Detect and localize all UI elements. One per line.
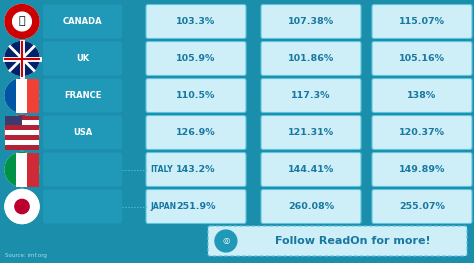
Text: UK: UK [76, 54, 89, 63]
FancyBboxPatch shape [5, 115, 39, 120]
Circle shape [15, 199, 29, 214]
Text: 143.2%: 143.2% [176, 165, 216, 174]
FancyBboxPatch shape [146, 115, 246, 149]
FancyBboxPatch shape [372, 42, 472, 75]
Circle shape [5, 153, 39, 186]
FancyBboxPatch shape [146, 42, 246, 75]
FancyBboxPatch shape [146, 78, 246, 113]
FancyBboxPatch shape [261, 115, 361, 149]
Text: 🍁: 🍁 [18, 17, 25, 27]
FancyBboxPatch shape [5, 120, 39, 125]
Text: 115.07%: 115.07% [399, 17, 445, 26]
FancyBboxPatch shape [43, 78, 122, 113]
Text: 149.89%: 149.89% [399, 165, 445, 174]
Text: 260.08%: 260.08% [288, 202, 334, 211]
FancyBboxPatch shape [5, 125, 39, 130]
Text: Follow ReadOn for more!: Follow ReadOn for more! [274, 236, 430, 246]
Text: 103.3%: 103.3% [176, 17, 216, 26]
FancyBboxPatch shape [372, 190, 472, 224]
Text: CANADA: CANADA [63, 17, 102, 26]
FancyBboxPatch shape [261, 42, 361, 75]
FancyBboxPatch shape [43, 153, 122, 186]
FancyBboxPatch shape [372, 78, 472, 113]
Circle shape [5, 190, 39, 224]
FancyBboxPatch shape [261, 190, 361, 224]
FancyBboxPatch shape [372, 153, 472, 186]
FancyBboxPatch shape [261, 4, 361, 38]
Text: 105.9%: 105.9% [176, 54, 216, 63]
Circle shape [5, 190, 39, 224]
FancyBboxPatch shape [261, 78, 361, 113]
Text: 101.86%: 101.86% [288, 54, 334, 63]
FancyBboxPatch shape [372, 4, 472, 38]
Circle shape [215, 230, 237, 252]
Text: 121.31%: 121.31% [288, 128, 334, 137]
Text: 144.41%: 144.41% [288, 165, 334, 174]
FancyBboxPatch shape [43, 4, 122, 38]
Text: 107.38%: 107.38% [288, 17, 334, 26]
FancyBboxPatch shape [17, 153, 27, 186]
Wedge shape [5, 4, 22, 38]
FancyBboxPatch shape [43, 42, 122, 75]
FancyBboxPatch shape [208, 226, 467, 256]
Text: 120.37%: 120.37% [399, 128, 445, 137]
FancyBboxPatch shape [146, 4, 246, 38]
FancyBboxPatch shape [261, 153, 361, 186]
Text: 251.9%: 251.9% [176, 202, 216, 211]
Circle shape [5, 4, 39, 38]
FancyBboxPatch shape [5, 115, 22, 125]
FancyBboxPatch shape [5, 140, 39, 145]
Text: 117.3%: 117.3% [291, 91, 331, 100]
FancyBboxPatch shape [146, 190, 246, 224]
Circle shape [5, 42, 39, 75]
FancyBboxPatch shape [27, 153, 39, 186]
Text: ITALY: ITALY [150, 165, 173, 174]
Circle shape [5, 153, 39, 186]
Text: ◎: ◎ [222, 236, 229, 245]
Circle shape [5, 115, 39, 149]
Circle shape [5, 42, 39, 75]
FancyBboxPatch shape [43, 190, 122, 224]
FancyBboxPatch shape [5, 135, 39, 140]
Text: 126.9%: 126.9% [176, 128, 216, 137]
FancyBboxPatch shape [146, 153, 246, 186]
Circle shape [5, 115, 39, 149]
Text: 105.16%: 105.16% [399, 54, 445, 63]
Text: USA: USA [73, 128, 92, 137]
Circle shape [5, 78, 39, 113]
Wedge shape [13, 12, 31, 31]
FancyBboxPatch shape [5, 145, 39, 149]
Text: 138%: 138% [407, 91, 437, 100]
FancyBboxPatch shape [17, 78, 27, 113]
Wedge shape [22, 4, 39, 38]
Text: JAPAN: JAPAN [150, 202, 176, 211]
FancyBboxPatch shape [43, 115, 122, 149]
FancyBboxPatch shape [5, 130, 39, 135]
Text: Source: imf.org: Source: imf.org [5, 252, 47, 257]
Circle shape [5, 78, 39, 113]
FancyBboxPatch shape [372, 115, 472, 149]
Text: FRANCE: FRANCE [64, 91, 101, 100]
Text: 110.5%: 110.5% [176, 91, 216, 100]
Text: 255.07%: 255.07% [399, 202, 445, 211]
FancyBboxPatch shape [27, 78, 39, 113]
